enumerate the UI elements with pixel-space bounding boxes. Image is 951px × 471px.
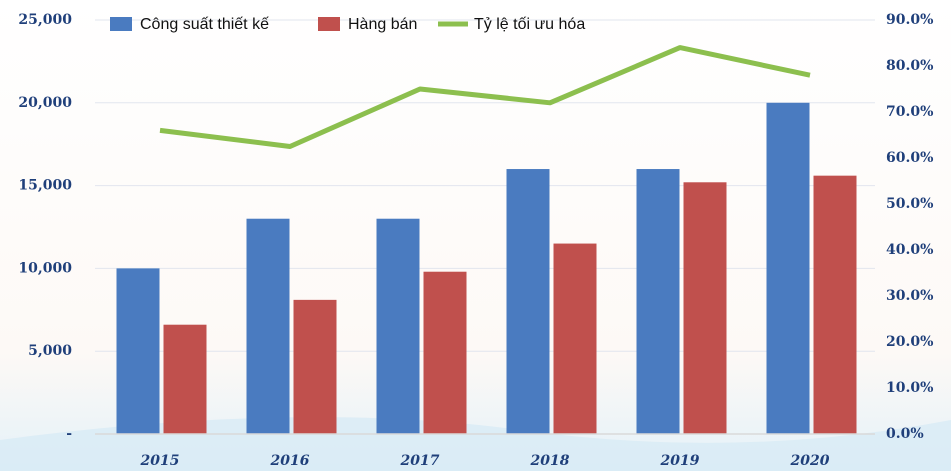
- y-tick-label: 5,000: [28, 343, 72, 359]
- bar: [294, 300, 337, 434]
- bar: [117, 268, 160, 434]
- bar: [814, 176, 857, 434]
- y-tick-label: 10,000: [18, 260, 72, 276]
- bar: [424, 272, 467, 434]
- x-tick-label: 2016: [270, 453, 310, 469]
- y2-tick-label: 70.0%: [886, 104, 933, 120]
- bar: [247, 219, 290, 434]
- bar: [554, 244, 597, 434]
- bar: [377, 219, 420, 434]
- x-tick-label: 2017: [400, 453, 440, 469]
- bar: [767, 103, 810, 434]
- y2-tick-label: 50.0%: [886, 196, 933, 212]
- legend-label: Hàng bán: [348, 16, 417, 33]
- legend-swatch: [110, 17, 132, 31]
- legend-swatch: [318, 17, 340, 31]
- chart: - 5,000 10,000 15,000 20,000 25,000 0.0% 10.0% 2…: [0, 0, 951, 471]
- legend-label: Tỷ lệ tối ưu hóa: [474, 16, 585, 33]
- x-tick-label: 2020: [790, 453, 830, 469]
- y2-tick-label: 10.0%: [886, 380, 933, 396]
- y2-tick-label: 20.0%: [886, 334, 933, 350]
- y-tick-label: 15,000: [18, 178, 72, 194]
- bar: [164, 325, 207, 434]
- y2-tick-label: 80.0%: [886, 58, 933, 74]
- x-tick-label: 2019: [660, 453, 700, 469]
- y-tick-label: 25,000: [18, 12, 72, 28]
- x-tick-label: 2018: [530, 453, 570, 469]
- y2-tick-label: 60.0%: [886, 150, 933, 166]
- bar: [507, 169, 550, 434]
- bar: [684, 182, 727, 434]
- y2-tick-label: 90.0%: [886, 12, 933, 28]
- x-tick-label: 2015: [140, 453, 180, 469]
- bar: [637, 169, 680, 434]
- legend-label: Công suất thiết kế: [140, 16, 269, 33]
- y-tick-label: -: [66, 426, 72, 442]
- y2-tick-label: 0.0%: [886, 426, 924, 442]
- y2-tick-label: 30.0%: [886, 288, 933, 304]
- y-tick-label: 20,000: [18, 95, 72, 111]
- y2-tick-label: 40.0%: [886, 242, 933, 258]
